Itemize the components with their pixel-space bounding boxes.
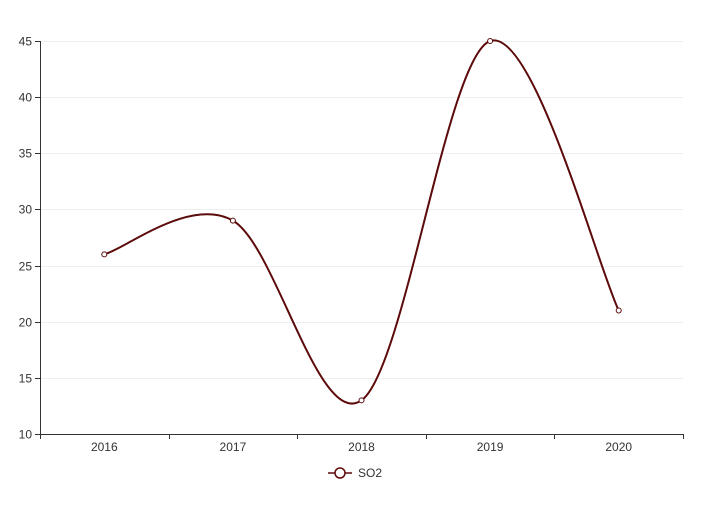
x-tick-label: 2018: [348, 440, 375, 454]
series-layer: [101, 38, 622, 405]
y-tick-label: 35: [19, 147, 33, 161]
legend[interactable]: SO2: [328, 466, 382, 480]
x-tick-label: 2016: [91, 440, 118, 454]
data-point[interactable]: [487, 38, 494, 44]
legend-marker: [334, 467, 346, 479]
data-point[interactable]: [615, 307, 622, 314]
y-tick-label: 45: [19, 35, 33, 49]
grid-lines: [40, 41, 683, 379]
y-tick-label: 10: [19, 428, 33, 442]
y-tick-label: 30: [19, 203, 33, 217]
y-tick-label: 25: [19, 260, 33, 274]
x-tick-label: 2017: [220, 440, 247, 454]
data-point[interactable]: [229, 217, 236, 224]
axes: [35, 41, 684, 439]
x-tick-label: 2019: [477, 440, 504, 454]
legend-label-so2: SO2: [358, 466, 382, 480]
data-point[interactable]: [101, 251, 108, 258]
x-axis-tick-labels: 2016 2017 2018 2019 2020: [91, 440, 632, 454]
y-tick-label: 15: [19, 372, 33, 386]
data-point[interactable]: [358, 397, 365, 404]
x-tick-label: 2020: [605, 440, 632, 454]
y-axis-tick-labels: 10 15 20 25 30 35 40 45: [19, 35, 33, 442]
series-line-so2: [104, 39, 620, 405]
y-tick-label: 20: [19, 316, 33, 330]
y-tick-label: 40: [19, 91, 33, 105]
